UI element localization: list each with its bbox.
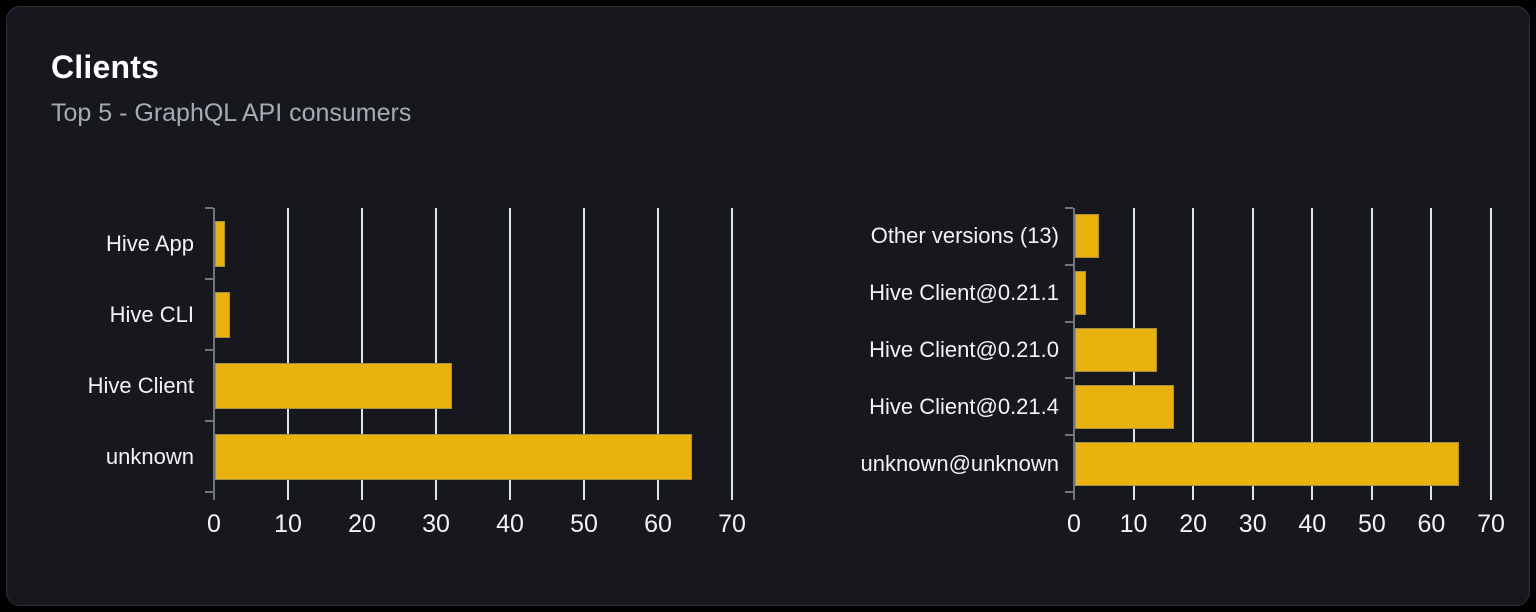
gridline <box>1489 208 1492 492</box>
gridline <box>509 208 511 492</box>
x-axis-tick-label: 70 <box>1477 510 1505 538</box>
category-label: unknown@unknown <box>860 450 1059 476</box>
x-axis-tick <box>1132 492 1135 500</box>
bar-unknown-unknown[interactable] <box>1075 441 1459 486</box>
x-axis-tick <box>213 492 215 500</box>
x-axis-tick <box>1430 492 1433 500</box>
x-axis-tick-label: 20 <box>1179 510 1208 538</box>
card-subtitle: Top 5 - GraphQL API consumers <box>51 99 412 127</box>
x-axis-tick <box>435 492 437 500</box>
bar-unknown[interactable] <box>215 433 692 480</box>
gridline <box>361 208 363 492</box>
x-axis-tick <box>509 492 511 500</box>
y-axis-line <box>1073 208 1075 499</box>
gridline <box>657 208 659 492</box>
x-axis-tick-label: 10 <box>1119 510 1148 538</box>
gridline <box>1370 208 1373 492</box>
bar-hive-app[interactable] <box>215 220 225 267</box>
plot-area <box>214 208 754 492</box>
y-axis-tick <box>205 349 213 351</box>
y-axis-line <box>213 208 215 499</box>
clients-card: Clients Top 5 - GraphQL API consumers Hi… <box>6 6 1530 606</box>
gridline <box>1311 208 1314 492</box>
x-axis-tick-label: 60 <box>1417 510 1446 538</box>
x-axis-tick-label: 40 <box>496 510 524 538</box>
x-axis-tick-label: 30 <box>422 510 450 538</box>
gridline <box>1430 208 1433 492</box>
category-label: Hive Client@0.21.4 <box>869 393 1059 419</box>
gridline <box>435 208 437 492</box>
y-axis-tick <box>205 420 213 422</box>
x-axis-tick-label: 50 <box>570 510 598 538</box>
x-axis-tick <box>361 492 363 500</box>
x-axis-tick <box>657 492 659 500</box>
category-label: unknown <box>105 443 194 469</box>
bar-hive-client-0-21-1[interactable] <box>1075 271 1086 316</box>
x-axis-tick-label: 50 <box>1357 510 1386 538</box>
x-axis-tick <box>731 492 733 500</box>
category-label: Hive Client@0.21.0 <box>869 336 1059 362</box>
x-axis-tick-label: 40 <box>1298 510 1327 538</box>
y-axis-tick <box>205 278 213 280</box>
clients-by-name-chart: Hive App Hive CLI Hive Client unknown 0 10 20 3… <box>45 207 754 558</box>
x-axis-tick <box>1192 492 1195 500</box>
category-label: Hive App <box>105 230 194 256</box>
y-axis-tick <box>1065 491 1073 493</box>
gridline <box>731 208 733 492</box>
x-axis-tick <box>1251 492 1254 500</box>
plot-area <box>1074 208 1510 492</box>
x-axis-tick <box>1311 492 1314 500</box>
category-label: Hive CLI <box>109 301 194 327</box>
bar-hive-client[interactable] <box>215 362 452 409</box>
gridline <box>287 208 289 492</box>
y-axis-tick <box>205 491 213 493</box>
bar-hive-client-0-21-0[interactable] <box>1075 328 1158 372</box>
x-axis-tick <box>1073 492 1075 500</box>
x-axis-tick <box>1489 492 1492 500</box>
gridline <box>1251 208 1254 492</box>
x-axis-tick <box>583 492 585 500</box>
card-header: Clients Top 5 - GraphQL API consumers <box>7 7 1529 128</box>
x-axis-tick-label: 30 <box>1238 510 1267 538</box>
clients-by-version-chart: Other versions (13) Hive Client@0.21.1 Hiv… <box>841 207 1510 558</box>
y-axis-tick <box>1065 207 1073 209</box>
x-axis-tick-label: 70 <box>718 510 746 538</box>
bar-hive-cli[interactable] <box>215 291 230 338</box>
gridline <box>1192 208 1195 492</box>
x-axis-tick-label: 0 <box>207 510 221 538</box>
gridline <box>583 208 585 492</box>
x-axis-tick <box>1370 492 1373 500</box>
y-axis-tick <box>1065 377 1073 380</box>
bar-hive-client-0-21-4[interactable] <box>1075 384 1174 429</box>
x-axis-tick <box>287 492 289 500</box>
category-label: Hive Client <box>87 372 194 398</box>
x-axis-tick-label: 20 <box>348 510 376 538</box>
y-axis-tick <box>1065 263 1073 266</box>
y-axis-tick <box>205 207 213 209</box>
category-label: Other versions (13) <box>870 223 1059 249</box>
y-axis-tick <box>1065 434 1073 437</box>
x-axis-tick-label: 60 <box>644 510 672 538</box>
x-axis-tick-label: 0 <box>1067 510 1081 538</box>
bar-other-versions-13-[interactable] <box>1075 214 1099 259</box>
card-title: Clients <box>51 49 160 85</box>
y-axis-tick <box>1065 320 1073 323</box>
x-axis-tick-label: 10 <box>274 510 302 538</box>
category-label: Hive Client@0.21.1 <box>869 280 1059 306</box>
